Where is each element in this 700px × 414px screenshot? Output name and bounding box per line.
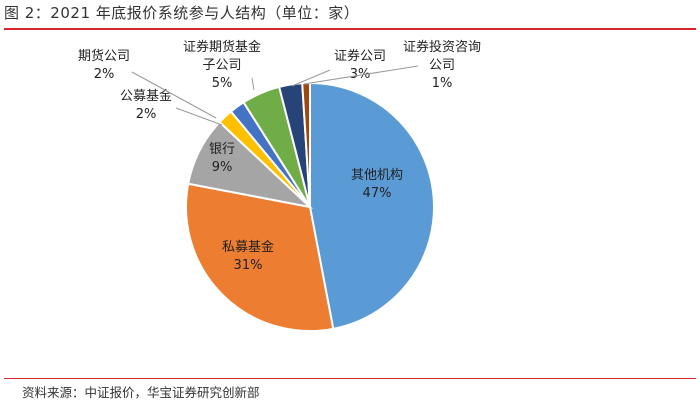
slice-name-label-5: 证券期货基金 [183,39,261,55]
slice-name-label-5: 子公司 [202,58,241,73]
leader-line-6 [291,69,331,87]
slice-name-label-6: 证券公司 [334,48,386,64]
slice-name-label-3: 公募基金 [120,88,172,104]
slice-value-label-3: 2% [136,107,157,122]
slice-name-label-1: 私募基金 [222,239,274,255]
slice-name-label-4: 期货公司 [78,48,130,64]
title-rule [4,28,696,30]
source-note: 资料来源：中证报价，华宝证券研究创新部 [22,385,260,400]
slice-name-label-0: 其他机构 [351,168,403,183]
leader-line-4 [131,71,217,119]
slice-value-label-4: 2% [94,67,115,82]
slice-value-label-5: 5% [212,76,233,91]
slice-name-label-7: 公司 [429,58,455,73]
pie-slice-1 [185,182,335,332]
slice-value-label-2: 9% [212,160,233,175]
figure-title: 图 2：2021 年底报价系统参与人结构（单位：家） [4,4,360,22]
leader-line-3 [175,107,223,126]
leader-line-5 [251,77,255,91]
slice-name-label-2: 银行 [209,142,235,157]
slice-value-label-6: 3% [350,67,371,82]
pie-slice-0 [309,81,435,330]
slice-value-label-1: 31% [234,258,263,273]
source-rule [4,378,696,379]
slice-value-label-7: 1% [432,76,453,91]
leader-line-7 [303,65,419,85]
slice-value-label-0: 47% [363,186,392,201]
slice-name-label-7: 证券投资咨询 [403,39,481,55]
